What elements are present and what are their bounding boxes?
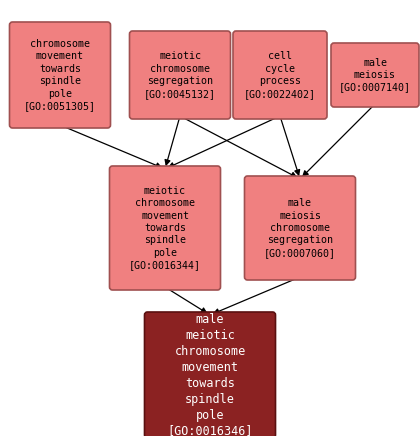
FancyBboxPatch shape — [129, 31, 231, 119]
FancyBboxPatch shape — [144, 312, 276, 436]
Text: male
meiosis
chromosome
segregation
[GO:0007060]: male meiosis chromosome segregation [GO:… — [264, 198, 336, 258]
Text: chromosome
movement
towards
spindle
pole
[GO:0051305]: chromosome movement towards spindle pole… — [24, 39, 96, 111]
Text: meiotic
chromosome
movement
towards
spindle
pole
[GO:0016344]: meiotic chromosome movement towards spin… — [129, 186, 201, 270]
FancyBboxPatch shape — [244, 176, 355, 280]
FancyBboxPatch shape — [233, 31, 327, 119]
FancyBboxPatch shape — [110, 166, 220, 290]
FancyBboxPatch shape — [331, 43, 419, 107]
Text: male
meiotic
chromosome
movement
towards
spindle
pole
[GO:0016346]: male meiotic chromosome movement towards… — [167, 313, 253, 436]
Text: meiotic
chromosome
segregation
[GO:0045132]: meiotic chromosome segregation [GO:00451… — [144, 51, 216, 99]
FancyBboxPatch shape — [10, 22, 110, 128]
Text: male
meiosis
[GO:0007140]: male meiosis [GO:0007140] — [339, 58, 411, 92]
Text: cell
cycle
process
[GO:0022402]: cell cycle process [GO:0022402] — [244, 51, 316, 99]
